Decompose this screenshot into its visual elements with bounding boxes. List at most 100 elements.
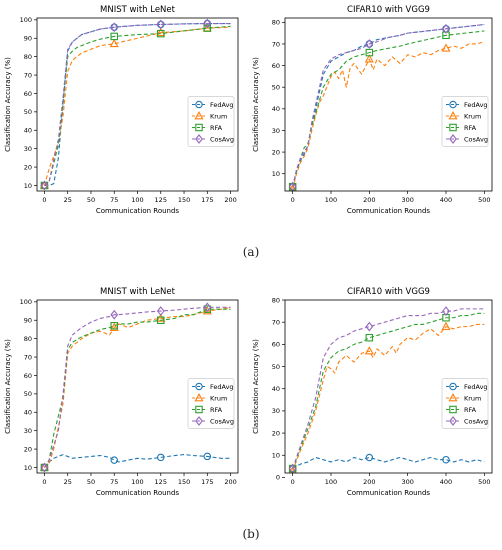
chart-2-y-tick-label: 80 xyxy=(272,19,280,27)
chart-1-x-axis-label: Communication Rounds xyxy=(96,207,180,215)
chart-2-legend: FedAvg Krum RFA CosAvg xyxy=(441,96,489,147)
chart-2-x-tick-label: 0 xyxy=(291,196,295,204)
chart-2-x-tick-label: 200 xyxy=(363,196,375,204)
chart-4-y-axis-label: Classification Accuracy (%) xyxy=(252,339,260,434)
chart-3: MNIST with LeNet 0 25 50 75 100 125 150 175 200 10… xyxy=(4,287,239,497)
chart-4-y-tick-label: 0 xyxy=(276,474,280,482)
chart-4-plot-area xyxy=(288,306,485,473)
chart-4-series-cosavg-marker xyxy=(288,463,297,473)
chart-4-legend-fedavg-marker xyxy=(449,382,457,391)
chart-3-x-tick-label: 100 xyxy=(131,478,143,486)
chart-1-legend-rfa-marker xyxy=(195,123,203,132)
chart-1: MNIST with LeNet 0 25 50 75 100 125 150 175 200 10… xyxy=(4,5,239,215)
chart-2-y-tick-label: 30 xyxy=(272,127,280,135)
chart-4-y-tick-label: 80 xyxy=(272,296,280,304)
chart-1-series-rfa-marker xyxy=(110,32,118,41)
chart-4-series-fedavg-marker xyxy=(442,455,450,464)
chart-1-x-tick-label: 100 xyxy=(131,196,143,204)
chart-4-series-fedavg-line xyxy=(292,456,485,470)
chart-2-series-krum-line xyxy=(292,41,485,189)
chart-1-series-rfa-marker xyxy=(157,29,165,38)
chart-1-legend-box xyxy=(187,96,235,147)
chart-1-x-tick-label: 200 xyxy=(224,196,236,204)
chart-4-x-tick-label: 300 xyxy=(401,478,413,486)
chart-1-legend-rfa-label: RFA xyxy=(210,124,223,132)
chart-4-series-krum-line xyxy=(292,323,485,471)
chart-1-legend-fedavg-marker xyxy=(195,100,203,109)
chart-4-frame xyxy=(284,299,493,474)
chart-4-legend-fedavg-label: FedAvg xyxy=(464,383,488,391)
chart-4-y-tick-label: 30 xyxy=(272,407,280,415)
chart-3-series-rfa-marker xyxy=(110,322,118,330)
chart-2-legend-fedavg-label: FedAvg xyxy=(464,101,488,109)
chart-1-y-tick-label: 80 xyxy=(24,53,32,61)
chart-1-y-tick-label: 30 xyxy=(24,145,32,153)
chart-2-series-cosavg-marker xyxy=(442,23,450,34)
chart-4-x-tick-label: 200 xyxy=(363,478,375,486)
chart-4-series-cosavg-marker xyxy=(442,306,450,316)
chart-1-series-cosavg-line xyxy=(44,22,231,186)
chart-2-plot-area xyxy=(288,23,485,191)
chart-3-legend-krum-marker xyxy=(194,393,204,402)
chart-2-legend-rfa-marker xyxy=(449,123,457,132)
chart-3-series-fedavg-marker xyxy=(157,453,165,462)
chart-4-y-tick-label: 10 xyxy=(272,452,280,460)
chart-3-series-cosavg-marker xyxy=(40,462,49,473)
chart-1-x-tick-label: 50 xyxy=(87,196,95,204)
chart-4-y-tick-label: 70 xyxy=(272,318,280,326)
chart-3-plot-area xyxy=(39,302,231,473)
chart-1-series-rfa-marker xyxy=(203,24,212,32)
chart-2-legend-fedavg-marker xyxy=(449,100,457,109)
chart-4-series-rfa-line xyxy=(292,312,485,469)
chart-2-x-tick-label: 100 xyxy=(325,196,337,204)
chart-3-legend-fedavg-label: FedAvg xyxy=(210,383,234,391)
caption-b: (b) xyxy=(242,527,260,541)
chart-1-series-cosavg-marker xyxy=(156,19,165,30)
chart-3-legend-rfa-marker xyxy=(195,405,203,414)
chart-1-x-tick-label: 125 xyxy=(155,196,167,204)
chart-3-y-tick-label: 70 xyxy=(24,353,32,361)
caption-a: (a) xyxy=(242,245,260,259)
chart-1-series-cosavg-marker xyxy=(203,18,212,29)
chart-4-legend-cosavg-label: CosAvg xyxy=(464,417,488,425)
chart-3-x-tick-label: 125 xyxy=(155,478,167,486)
chart-1-legend-fedavg-label: FedAvg xyxy=(210,101,234,109)
chart-3-legend-krum-label: Krum xyxy=(210,394,227,402)
chart-1-x-tick-label: 25 xyxy=(64,196,72,204)
chart-2-y-tick-label: 60 xyxy=(272,62,280,70)
chart-4-legend-cosavg-marker xyxy=(449,416,457,426)
chart-4-y-tick-label: 40 xyxy=(272,385,280,393)
chart-2-legend-krum-marker xyxy=(448,111,458,120)
chart-1-y-tick-label: 90 xyxy=(24,35,32,43)
chart-4-legend: FedAvg Krum RFA CosAvg xyxy=(441,378,489,429)
chart-4-series-rfa-marker xyxy=(365,333,374,342)
chart-1-legend: FedAvg Krum RFA CosAvg xyxy=(187,96,235,147)
chart-2-series-rfa-marker xyxy=(365,48,374,57)
chart-2-series-rfa-line xyxy=(292,30,485,187)
chart-4-x-tick-label: 500 xyxy=(478,478,490,486)
chart-4-x-tick-label: 0 xyxy=(291,478,295,486)
chart-2-legend-box xyxy=(441,96,489,147)
chart-3-y-tick-label: 20 xyxy=(24,445,32,453)
chart-3-legend-cosavg-marker xyxy=(195,416,203,426)
chart-1-series-cosavg-marker xyxy=(40,180,49,191)
chart-1-series-rfa-line xyxy=(44,25,231,186)
chart-3-y-tick-label: 10 xyxy=(24,464,32,472)
chart-1-series-krum-marker xyxy=(109,38,119,48)
chart-2-legend-cosavg-marker xyxy=(449,134,457,144)
chart-2-y-tick-label: 10 xyxy=(272,170,280,178)
chart-2-y-tick-label: 40 xyxy=(272,105,280,113)
chart-2-legend-cosavg-label: CosAvg xyxy=(464,135,488,143)
chart-3-legend-box xyxy=(187,378,235,429)
chart-1-title: MNIST with LeNet xyxy=(100,5,176,15)
chart-3-x-tick-label: 150 xyxy=(178,478,190,486)
chart-3-series-cosavg-marker xyxy=(203,302,212,313)
chart-1-legend-cosavg-label: CosAvg xyxy=(210,135,234,143)
chart-3-series-krum-line xyxy=(44,306,231,468)
chart-3-legend: FedAvg Krum RFA CosAvg xyxy=(187,378,235,429)
chart-3-x-tick-label: 0 xyxy=(42,478,46,486)
chart-2-y-tick-label: 50 xyxy=(272,84,280,92)
chart-1-y-tick-label: 50 xyxy=(24,108,32,116)
chart-2-x-tick-label: 400 xyxy=(440,196,452,204)
